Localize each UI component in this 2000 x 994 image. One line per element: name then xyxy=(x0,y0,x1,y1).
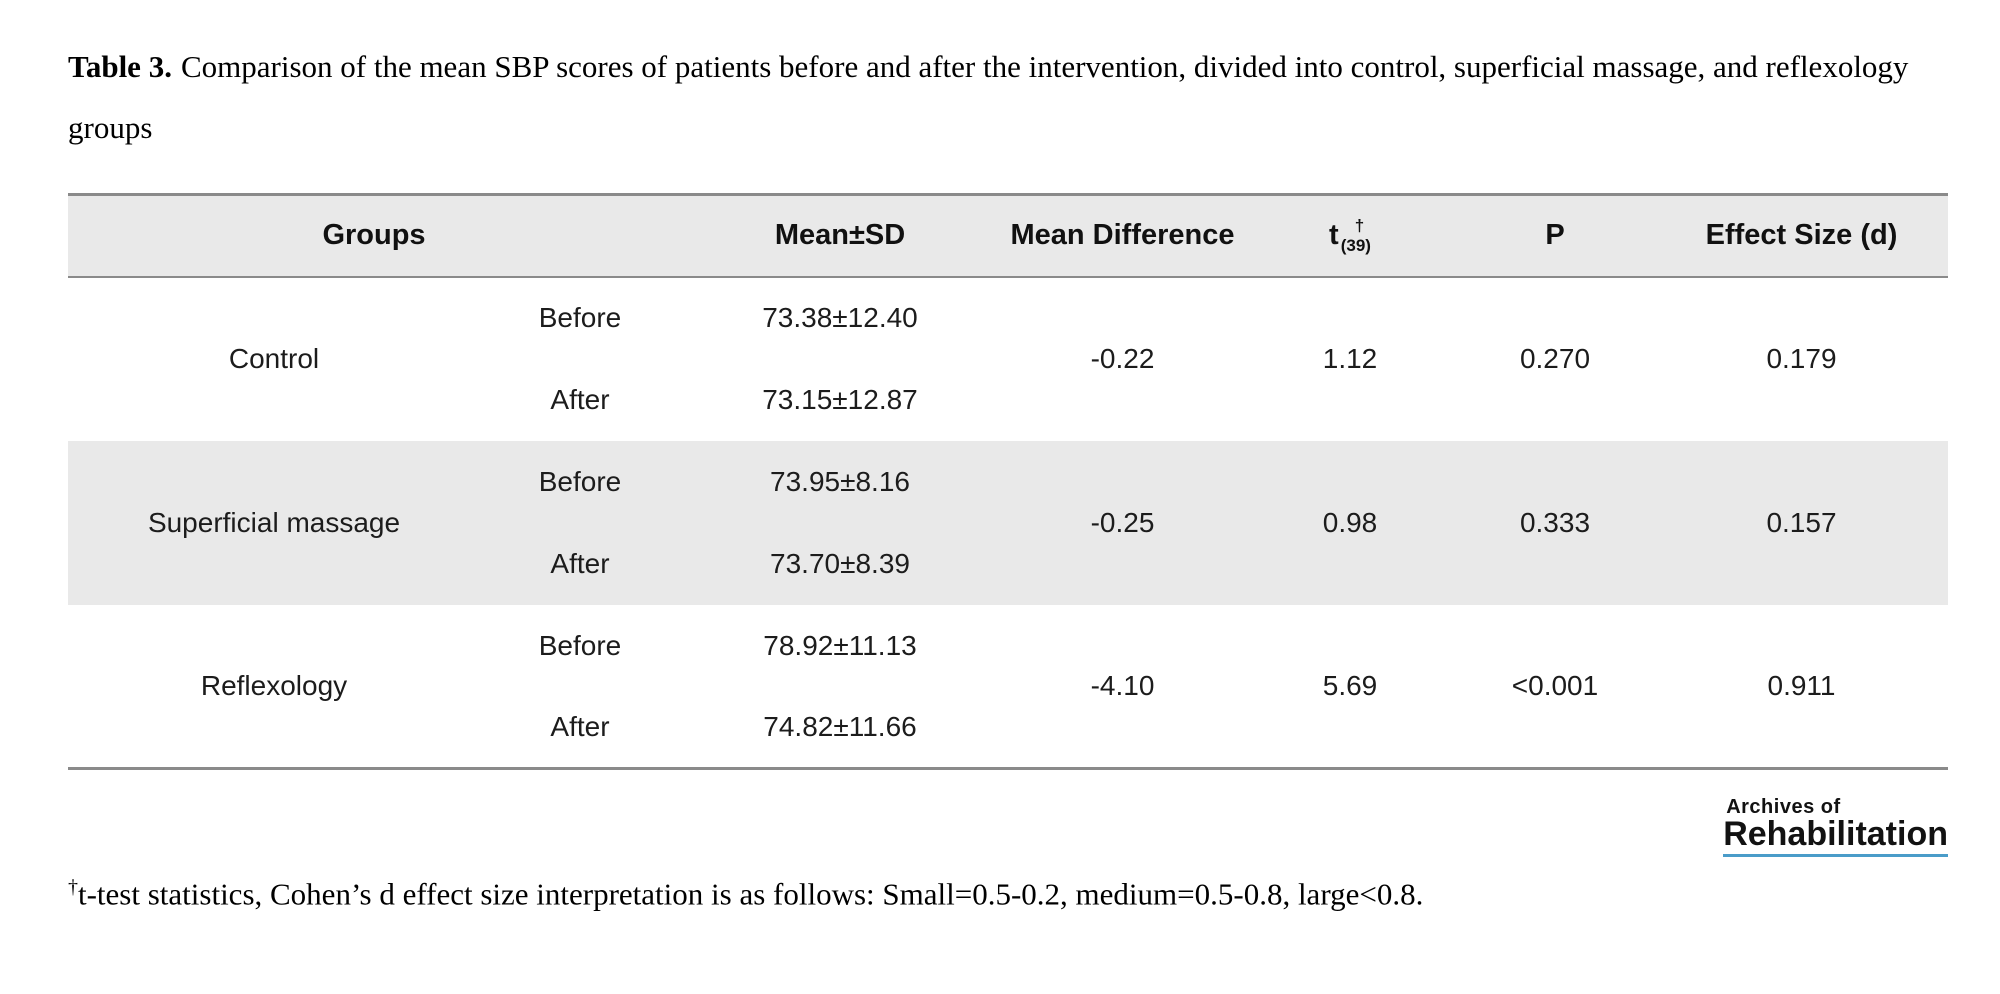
header-mean-difference: Mean Difference xyxy=(1000,193,1245,278)
table-row-superficial-after: After 73.70±8.39 xyxy=(68,522,1948,605)
phase-label: After xyxy=(480,522,680,605)
p-value: <0.001 xyxy=(1455,604,1655,770)
mean-sd-value: 73.15±12.87 xyxy=(762,383,918,415)
t-base: t xyxy=(1329,219,1339,252)
phase-label: After xyxy=(480,686,680,770)
t-value: 1.12 xyxy=(1322,343,1378,374)
mean-sd-value: 73.38±12.40 xyxy=(762,302,918,333)
mean-sd-value: 73.95±8.16 xyxy=(680,440,1000,523)
header-t-statistic: t † (39) xyxy=(1245,193,1455,278)
footnote-text: t-test statistics, Cohen’s d effect size… xyxy=(78,876,1424,912)
table-footnote: †t-test statistics, Cohen’s d effect siz… xyxy=(68,876,1968,912)
header-row: Groups Mean±SD Mean Difference t † (39) P … xyxy=(68,193,1948,278)
group-name: Reflexology xyxy=(68,604,480,770)
journal-logo-line1: Archives of xyxy=(1726,796,1841,818)
effect-size-value: 0.179 xyxy=(1766,343,1837,374)
table-row-reflexology-after: After 74.82±11.66 xyxy=(68,686,1948,770)
dagger-symbol: † xyxy=(1354,216,1365,236)
header-effect-size: Effect Size (d) xyxy=(1655,193,1948,278)
effect-size-value: 0.911 xyxy=(1655,604,1948,770)
table-row-reflexology-before: Reflexology Before 78.92±11.13 -4.10 5.6… xyxy=(68,604,1948,770)
p-value: 0.270 xyxy=(1519,343,1591,374)
phase-label: After xyxy=(550,383,610,415)
journal-logo: Archives of Rehabilitation xyxy=(1723,797,1948,857)
table-row-control-before: Control Before 73.38±12.40 -0.22 1.12 0.… xyxy=(68,277,1948,374)
t-statistic-label: t † (39) xyxy=(1329,217,1371,254)
phase-label: Before xyxy=(538,629,622,661)
table-caption-label: Table 3. xyxy=(68,49,172,84)
footnote-dagger: † xyxy=(68,876,78,898)
mean-difference-value: -0.25 xyxy=(1000,440,1245,605)
mean-difference-value: -0.22 xyxy=(1090,343,1155,374)
table-caption: Table 3. Comparison of the mean SBP score… xyxy=(68,36,1948,158)
mean-difference-value: -4.10 xyxy=(1000,604,1245,770)
header-groups: Groups xyxy=(68,193,680,278)
header-mean-sd: Mean±SD xyxy=(680,193,1000,278)
t-df-subscript: (39) xyxy=(1340,236,1371,256)
mean-sd-value: 74.82±11.66 xyxy=(680,686,1000,770)
header-p-value: P xyxy=(1455,193,1655,278)
journal-logo-line2: Rehabilitation xyxy=(1723,816,1948,857)
t-value: 5.69 xyxy=(1245,604,1455,770)
table-caption-text: Comparison of the mean SBP scores of pat… xyxy=(68,49,1909,145)
table-row-control-after: After 73.15±12.87 xyxy=(68,359,1948,441)
mean-sd-value: 78.92±11.13 xyxy=(763,629,917,661)
mean-sd-value: 73.70±8.39 xyxy=(680,522,1000,605)
phase-label: Before xyxy=(480,440,680,523)
group-name: Superficial massage xyxy=(68,440,480,605)
effect-size-value: 0.157 xyxy=(1655,440,1948,605)
t-sub-sup: † (39) xyxy=(1341,217,1371,254)
group-name: Control xyxy=(228,343,320,374)
results-table: Groups Mean±SD Mean Difference t † (39) P … xyxy=(68,193,1948,770)
table-row-superficial-before: Superficial massage Before 73.95±8.16 -0… xyxy=(68,440,1948,605)
p-value: 0.333 xyxy=(1455,440,1655,605)
phase-label: Before xyxy=(538,302,622,333)
t-value: 0.98 xyxy=(1245,440,1455,605)
